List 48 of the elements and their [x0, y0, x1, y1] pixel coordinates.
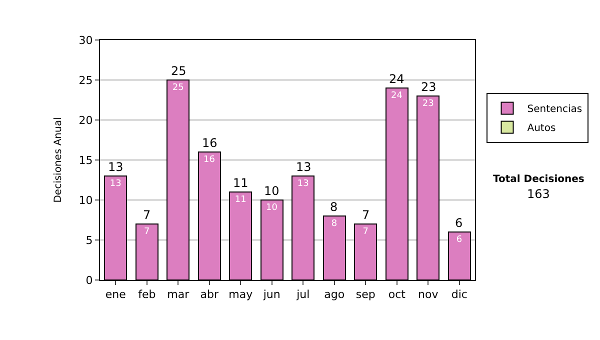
total-label: 8	[330, 200, 338, 214]
data-label: 25	[172, 83, 184, 93]
data-label: 7	[144, 227, 150, 237]
x-tick-label: feb	[138, 288, 156, 302]
total-label: 11	[233, 176, 248, 190]
y-tick-label: 25	[78, 74, 93, 87]
x-tick-label: dic	[451, 288, 468, 302]
y-tick-label: 20	[78, 114, 93, 127]
total-label: 7	[362, 208, 370, 222]
x-tick-label: jun	[262, 288, 280, 302]
data-label: 7	[362, 227, 368, 237]
data-label: 6	[456, 235, 462, 245]
x-tick-label: may	[228, 288, 254, 302]
data-label: 23	[422, 99, 434, 109]
total-label: 13	[108, 160, 124, 174]
data-label: 11	[234, 195, 246, 205]
data-label: 13	[297, 179, 309, 189]
total-label: 7	[143, 208, 151, 222]
x-tick-label: mar	[167, 288, 190, 302]
data-label: 8	[331, 219, 338, 229]
legend-label: Sentencias	[527, 104, 582, 116]
y-tick-label: 10	[78, 194, 93, 207]
y-tick-label: 30	[78, 34, 93, 47]
data-label: 16	[204, 155, 216, 165]
x-tick-label: ago	[324, 288, 345, 302]
text: Total Decisiones	[493, 174, 584, 185]
x-tick-label: abr	[200, 288, 219, 302]
total-label: 13	[296, 160, 312, 174]
total-label: 25	[171, 64, 186, 78]
total-label: 24	[389, 72, 404, 86]
x-tick-label: oct	[388, 288, 406, 302]
total-label: 16	[202, 136, 218, 150]
x-tick-label: sep	[356, 288, 376, 302]
data-label: 13	[110, 179, 122, 189]
x-tick-label: jul	[296, 288, 310, 302]
y-tick-label: 15	[78, 154, 93, 167]
y-tick-label: 5	[86, 234, 93, 247]
text: 163	[527, 187, 550, 201]
legend-label: Autos	[527, 123, 556, 134]
data-label: 10	[266, 203, 278, 213]
data-label: 24	[391, 91, 403, 101]
total-label: 6	[455, 216, 463, 230]
x-tick-label: nov	[418, 288, 439, 302]
total-label: 10	[264, 184, 280, 198]
total-label: 23	[421, 80, 436, 94]
x-tick-label: ene	[105, 288, 126, 302]
y-axis-title: Decisiones Anual	[52, 117, 64, 203]
y-tick-label: 0	[86, 274, 93, 287]
